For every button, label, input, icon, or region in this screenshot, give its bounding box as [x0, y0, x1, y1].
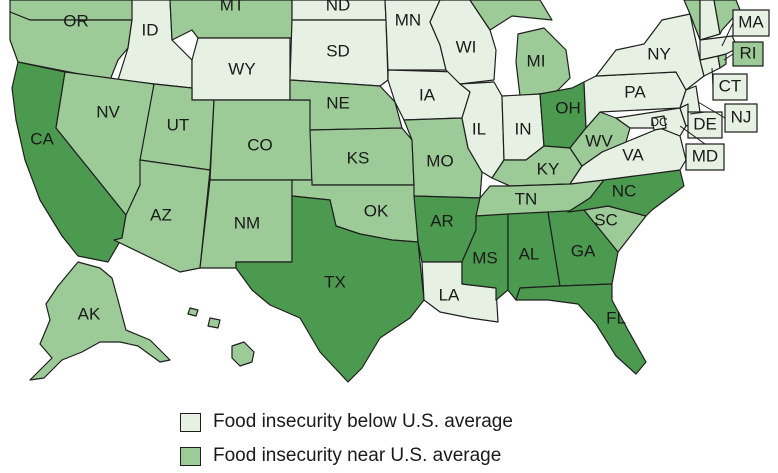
- ri-leader-line: [723, 53, 734, 61]
- state-sd[interactable]: [289, 19, 389, 87]
- state-ma[interactable]: [699, 35, 739, 61]
- state-or[interactable]: [9, 11, 133, 81]
- label-id: ID: [142, 20, 159, 39]
- state-ak[interactable]: [29, 261, 171, 381]
- state-az[interactable]: [113, 159, 211, 273]
- label-az: AZ: [150, 205, 172, 224]
- label-ga: GA: [571, 241, 596, 260]
- label-mi: MI: [527, 51, 546, 70]
- label-ct: CT: [719, 76, 742, 95]
- label-ks: KS: [347, 148, 370, 167]
- legend: Food insecurity below U.S. average Food …: [180, 405, 513, 473]
- state-mi[interactable]: [469, 0, 571, 97]
- state-dc[interactable]: [651, 115, 667, 131]
- label-or: OR: [63, 11, 89, 30]
- label-pa: PA: [624, 82, 646, 101]
- label-ne: NE: [326, 93, 350, 112]
- label-ca: CA: [30, 129, 54, 148]
- map-svg: OR ID MT ND MN WI SD WY NV CA UT CO NE I…: [9, 0, 770, 383]
- label-ms: MS: [472, 248, 498, 267]
- label-md: MD: [692, 146, 718, 165]
- state-fl[interactable]: [515, 283, 647, 375]
- label-nj: NJ: [731, 107, 752, 126]
- state-labels: OR ID MT ND MN WI SD WY NV CA UT CO NE I…: [30, 0, 671, 327]
- label-nd: ND: [326, 0, 351, 14]
- label-sd: SD: [326, 41, 350, 60]
- md-leader-line: [679, 125, 706, 145]
- label-va: VA: [622, 145, 644, 164]
- label-ar: AR: [430, 211, 454, 230]
- state-nc[interactable]: [567, 169, 685, 217]
- label-sc: SC: [594, 210, 618, 229]
- state-hi-island-3[interactable]: [187, 307, 199, 317]
- label-il: IL: [472, 119, 486, 138]
- label-ri: RI: [740, 43, 757, 62]
- legend-label-near: Food insecurity near U.S. average: [213, 445, 502, 466]
- state-tx[interactable]: [235, 195, 425, 383]
- nj-label-box: [724, 103, 758, 133]
- label-nm: NM: [234, 213, 260, 232]
- ct-leader-line: [711, 67, 714, 88]
- legend-label-below: Food insecurity below U.S. average: [213, 411, 513, 432]
- legend-item-near: Food insecurity near U.S. average: [180, 439, 513, 473]
- label-de: DE: [693, 114, 717, 133]
- boxed-labels: MA RI CT DE NJ MD: [679, 9, 770, 171]
- md-label-box: [685, 143, 725, 171]
- label-wi: WI: [456, 37, 477, 56]
- label-ia: IA: [419, 85, 436, 104]
- label-wy: WY: [228, 59, 255, 78]
- nj-leader-line: [697, 101, 726, 119]
- label-nv: NV: [96, 102, 120, 121]
- label-in: IN: [515, 119, 532, 138]
- legend-swatch-below: [180, 412, 201, 432]
- us-map: OR ID MT ND MN WI SD WY NV CA UT CO NE I…: [9, 0, 770, 383]
- label-fl: FL: [606, 308, 626, 327]
- state-il[interactable]: [459, 81, 505, 179]
- label-ut: UT: [167, 115, 190, 134]
- label-ma: MA: [738, 12, 764, 31]
- label-tn: TN: [515, 189, 538, 208]
- label-al: AL: [519, 244, 540, 263]
- label-co: CO: [247, 135, 273, 154]
- state-me[interactable]: [713, 0, 741, 35]
- de-leader-line: [689, 111, 706, 115]
- label-ok: OK: [364, 201, 389, 220]
- label-oh: OH: [555, 98, 581, 117]
- label-la: LA: [439, 285, 460, 304]
- label-wv: WV: [585, 131, 613, 150]
- state-hi-island-2[interactable]: [207, 317, 221, 329]
- label-dc: DC: [650, 115, 668, 129]
- label-mn: MN: [395, 10, 421, 29]
- legend-item-below: Food insecurity below U.S. average: [180, 405, 513, 439]
- label-tx: TX: [324, 272, 346, 291]
- label-ny: NY: [647, 44, 671, 63]
- state-hi[interactable]: [231, 341, 255, 367]
- label-nc: NC: [612, 181, 637, 200]
- label-ak: AK: [78, 304, 101, 323]
- ri-label-box: [732, 41, 764, 67]
- ma-label-box: [732, 9, 770, 37]
- label-mt: MT: [220, 0, 245, 14]
- label-mo: MO: [426, 151, 453, 170]
- label-ky: KY: [537, 159, 560, 178]
- ma-leader-line: [721, 22, 734, 47]
- state-ny[interactable]: [595, 13, 705, 91]
